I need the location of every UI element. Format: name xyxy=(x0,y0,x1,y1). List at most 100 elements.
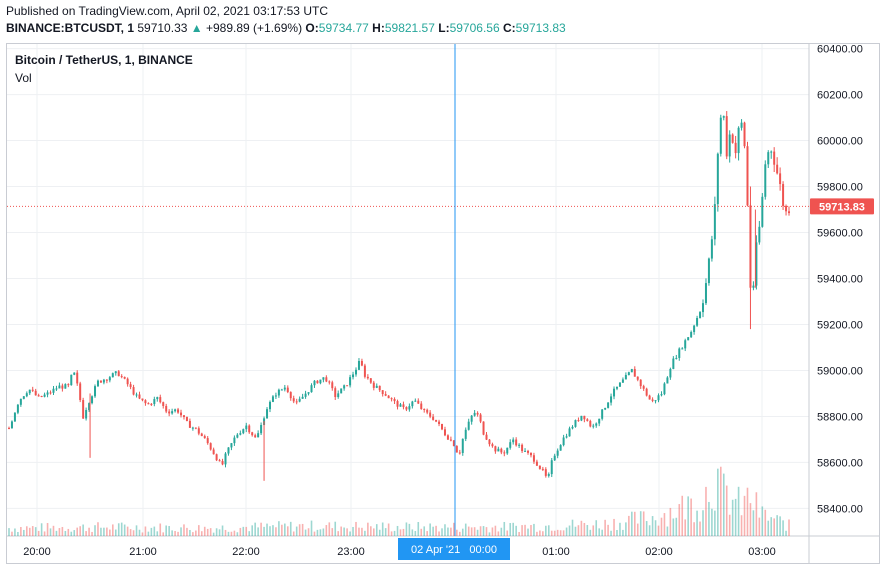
volume-bar xyxy=(260,522,262,536)
candle-body xyxy=(420,403,423,409)
candle-body xyxy=(363,365,366,377)
y-tick-label: 59000.00 xyxy=(817,365,863,377)
candle-body xyxy=(663,383,666,395)
candle-body xyxy=(325,377,328,382)
candle-body xyxy=(488,439,491,445)
volume-bar xyxy=(165,525,167,536)
volume-bar xyxy=(138,529,141,536)
candle-body xyxy=(159,397,162,403)
volume-bar xyxy=(568,525,571,536)
volume-bar xyxy=(681,495,684,536)
volume-bar xyxy=(755,492,758,536)
volume-bar xyxy=(209,528,212,536)
candle-body xyxy=(212,449,215,455)
crosshair-tag xyxy=(398,538,510,560)
candle-body xyxy=(390,398,393,400)
volume-bar xyxy=(117,523,120,536)
candle-body xyxy=(574,420,577,427)
volume-bar xyxy=(396,525,399,536)
volume-bar xyxy=(375,524,378,536)
volume-bar xyxy=(52,525,55,536)
candle-body xyxy=(94,386,97,397)
volume-bar xyxy=(592,525,595,536)
volume-bar xyxy=(770,517,773,536)
candle-body xyxy=(46,392,49,395)
candle-body xyxy=(337,393,340,398)
volume-bar xyxy=(263,526,265,536)
candle-body xyxy=(624,374,627,380)
candle-body xyxy=(28,389,31,394)
candle-body xyxy=(476,412,479,415)
volume-bar xyxy=(722,473,725,536)
candle-body xyxy=(123,376,126,379)
candle-body xyxy=(601,409,604,419)
volume-bar xyxy=(725,485,728,536)
volume-bar xyxy=(740,515,743,536)
candle-body xyxy=(245,425,248,430)
volume-bar xyxy=(304,529,307,536)
volume-bar xyxy=(663,513,666,536)
volume-bar xyxy=(521,525,523,536)
y-tick-label: 59200.00 xyxy=(817,319,863,331)
candle-body xyxy=(654,400,657,402)
candle-body xyxy=(393,398,396,402)
volume-bar xyxy=(355,521,357,536)
volume-bar xyxy=(358,527,360,536)
volume-bar xyxy=(743,495,746,536)
volume-bar xyxy=(542,531,544,536)
volume-bar xyxy=(734,498,737,536)
crosshair-label: 02 Apr '21 00:00 xyxy=(411,544,497,556)
candle-body xyxy=(328,381,331,383)
volume-bar xyxy=(699,521,701,536)
candle-body xyxy=(737,127,740,154)
volume-bar xyxy=(284,523,286,536)
volume-bar xyxy=(322,528,325,536)
candle-body xyxy=(527,450,530,453)
y-tick-label: 60400.00 xyxy=(817,44,863,56)
candle-body xyxy=(491,444,494,447)
candle-body xyxy=(580,415,583,421)
candle-body xyxy=(713,204,716,240)
y-tick-label: 60000.00 xyxy=(817,136,863,148)
candle-body xyxy=(432,416,435,420)
volume-bar xyxy=(512,522,514,536)
candle-body xyxy=(277,389,280,396)
candle-body xyxy=(280,389,283,391)
candle-body xyxy=(651,399,654,401)
volume-bar xyxy=(426,531,428,536)
volume-bar xyxy=(779,516,781,536)
volume-bar xyxy=(20,527,22,536)
candle-body xyxy=(598,418,601,424)
x-tick-label: 02:00 xyxy=(645,546,673,558)
candle-body xyxy=(171,411,174,414)
volume-bar xyxy=(482,526,485,536)
volume-bar xyxy=(731,499,734,536)
volume-bar xyxy=(536,531,538,536)
volume-bar xyxy=(719,466,722,536)
candle-body xyxy=(369,378,372,383)
candle-body xyxy=(372,382,375,388)
candle-body xyxy=(452,440,455,447)
change-arrow-icon: ▲ xyxy=(190,21,203,35)
candle-body xyxy=(310,385,313,393)
y-tick-label: 60200.00 xyxy=(817,90,863,102)
volume-bar xyxy=(307,528,310,536)
volume-bar xyxy=(215,528,218,536)
candle-body xyxy=(645,388,648,396)
chart-frame[interactable] xyxy=(6,43,880,564)
volume-bar xyxy=(301,523,304,536)
volume-bar xyxy=(289,521,292,536)
candle-body xyxy=(740,122,743,128)
candle-body xyxy=(117,371,120,377)
volume-bar xyxy=(31,526,34,536)
candle-body xyxy=(767,152,770,165)
candle-body xyxy=(91,396,94,404)
volume-bar xyxy=(177,531,179,536)
candle-body xyxy=(43,394,46,397)
volume-bar xyxy=(325,525,328,536)
volume-bar xyxy=(678,504,681,536)
volume-bar xyxy=(601,529,603,536)
volume-bar xyxy=(737,486,740,536)
candle-body xyxy=(64,384,67,389)
